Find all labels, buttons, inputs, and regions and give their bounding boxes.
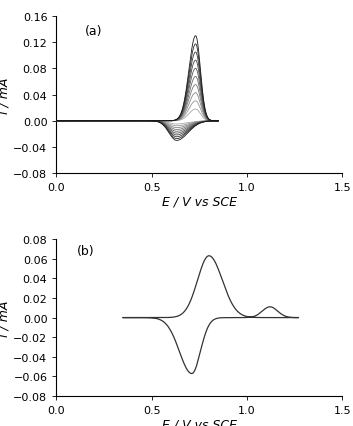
Text: (b): (b) [77,244,94,257]
Y-axis label: i / mA: i / mA [0,300,11,336]
X-axis label: E / V vs SCE: E / V vs SCE [162,418,237,426]
X-axis label: E / V vs SCE: E / V vs SCE [162,196,237,208]
Y-axis label: i / mA: i / mA [0,77,11,113]
Text: (a): (a) [85,25,103,38]
